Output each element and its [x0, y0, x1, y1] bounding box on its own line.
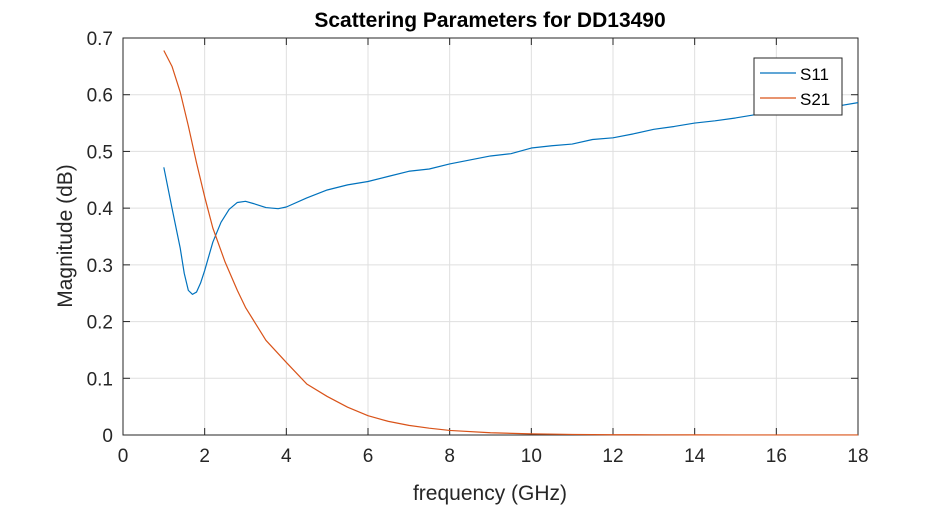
legend[interactable]: S11 S21	[753, 57, 843, 116]
axis-ticks: 0 2 4 6 8 10 12 14 16 18 0 0.1 0.2 0.3 0.4 0.5 0.6 0.7	[87, 29, 869, 467]
chart-title: Scattering Parameters for DD13490	[314, 9, 665, 32]
series-line-s21	[163, 50, 858, 436]
x-tick-label: 18	[847, 446, 868, 467]
legend-box	[753, 57, 843, 116]
y-tick-label: 0.1	[87, 369, 113, 390]
plot-frame	[122, 37, 859, 436]
y-tick-label: 0	[102, 426, 113, 447]
x-tick-label: 0	[118, 446, 129, 467]
x-tick-label: 6	[363, 446, 374, 467]
x-tick-label: 2	[199, 446, 210, 467]
x-tick-label: 10	[521, 446, 542, 467]
x-tick-label: 12	[602, 446, 623, 467]
y-axis-label: Magnitude (dB)	[54, 164, 77, 308]
y-tick-label: 0.5	[87, 142, 113, 163]
y-tick-label: 0.7	[87, 29, 113, 50]
series-lines	[163, 50, 859, 436]
y-tick-label: 0.6	[87, 86, 113, 107]
x-axis-label: frequency (GHz)	[413, 482, 567, 505]
series-line-s11	[163, 102, 859, 295]
legend-label-s11: S11	[800, 65, 829, 84]
x-tick-label: 8	[444, 446, 455, 467]
x-tick-label: 4	[281, 446, 292, 467]
x-tick-label: 14	[684, 446, 706, 467]
y-tick-label: 0.2	[87, 313, 113, 334]
y-tick-label: 0.4	[87, 199, 114, 220]
x-tick-label: 16	[766, 446, 787, 467]
legend-label-s21: S21	[800, 90, 830, 109]
y-tick-label: 0.3	[87, 256, 113, 277]
